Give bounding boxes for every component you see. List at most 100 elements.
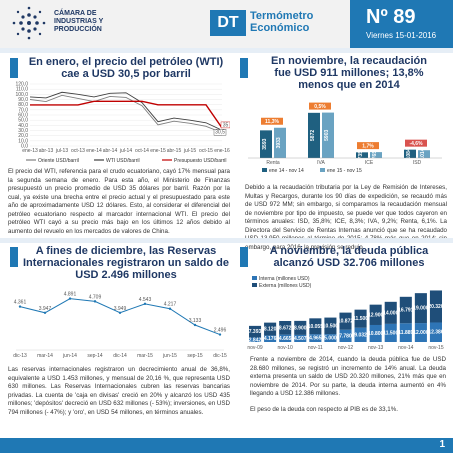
oil-legend-label: WTI USD/barril <box>106 158 140 164</box>
reserves-point <box>193 323 197 327</box>
reserves-title-line-2: Internacionales registraron un saldo de <box>23 257 229 269</box>
oil-annotation-wti: 30,5 <box>215 130 225 136</box>
tax-growth-label: 0,5% <box>314 104 326 110</box>
oil-title-line-2: cae a USD 30,5 por barril <box>61 68 191 80</box>
debt-bar-segment <box>264 322 277 336</box>
debt-paragraph-1: Frente a noviembre de 2014, cuando la de… <box>250 356 446 397</box>
debt-bar-segment <box>384 323 397 342</box>
debt-x-tick: nov-11 <box>308 345 323 351</box>
issue-box: Nº 89 Viernes 15-01-2016 <box>350 0 453 48</box>
oil-y-tick: 30,0 <box>18 128 28 134</box>
tax-bar <box>308 112 320 158</box>
debt-bar-segment <box>294 334 307 342</box>
oil-y-tick: 80,0 <box>18 102 28 108</box>
header-bar: CÁMARA DE INDUSTRIAS Y PRODUCCIÓN DT Ter… <box>0 0 453 48</box>
reserves-chart: 4.361 3.947 4.891 4.709 3.949 4.543 4.217 3.133… <box>13 292 227 359</box>
reserves-title: A fines de diciembre, las Reservas Inter… <box>22 245 230 281</box>
debt-bar-segment <box>414 293 427 324</box>
oil-legend-label: Presupuesto USD/barril <box>174 158 227 164</box>
reserves-point-label: 3.133 <box>189 318 202 324</box>
debt-x-tick: nov-10 <box>278 345 294 351</box>
reserves-x-tick: mar-15 <box>137 353 153 359</box>
reserves-x-tick: jun-14 <box>62 353 77 359</box>
oil-x-tick: jul-15 <box>183 148 196 154</box>
reserves-point <box>18 305 22 308</box>
reserves-point <box>218 333 222 336</box>
debt-legend-swatch <box>252 276 257 280</box>
tax-title-line-1: En noviembre, la recaudación <box>271 55 427 67</box>
oil-legend-label: Oriente USD/barril <box>38 158 79 164</box>
oil-annotation-budget: 35 <box>223 122 229 128</box>
debt-bar-segment <box>249 325 262 338</box>
oil-annotation-box <box>213 129 227 136</box>
debt-bar-segment <box>399 296 412 324</box>
debt-bar-value: 10.500 <box>323 323 339 329</box>
oil-y-tick: 20,0 <box>18 133 28 139</box>
debt-bar-segment <box>279 320 292 335</box>
debt-bar-segment <box>324 334 337 342</box>
reserves-x-tick: jun-15 <box>162 353 177 359</box>
debt-bar-value: 10.055 <box>308 324 324 330</box>
debt-bar-value: 7.393 <box>249 329 262 335</box>
oil-x-tick: ene-16 <box>214 148 230 154</box>
debt-bar-value: 8.120 <box>264 327 277 333</box>
oil-y-tick: 50,0 <box>18 118 28 124</box>
debt-x-tick: nov-15 <box>428 345 444 351</box>
reserves-point <box>168 307 172 310</box>
debt-bar-segment <box>369 324 382 342</box>
debt-bar-value: 4.507 <box>294 336 307 342</box>
reserves-accent <box>10 247 18 267</box>
reserves-point <box>43 311 47 314</box>
tax-legend-swatch <box>320 168 325 172</box>
tax-legend-label: ene 15 - nov 15 <box>327 168 362 174</box>
oil-x-tick: oct-13 <box>71 148 85 154</box>
reserves-point-label: 3.949 <box>114 306 127 312</box>
oil-y-tick: 40,0 <box>18 123 28 129</box>
org-line-1: CÁMARA DE <box>54 10 97 17</box>
debt-bar-value: 12.386 <box>428 330 444 336</box>
debt-x-tick: nov-09 <box>247 345 263 351</box>
debt-bar-value: 4.965 <box>309 336 322 342</box>
oil-x-tick: ene-14 <box>86 148 102 154</box>
reserves-point <box>68 297 72 300</box>
reserves-paragraph: Las reservas internacionales registraron… <box>8 366 230 416</box>
debt-bar-value: 12.900 <box>368 312 384 318</box>
reserves-point-label: 4.361 <box>14 300 27 306</box>
debt-accent <box>240 247 248 267</box>
oil-paragraph: El precio del WTI, referencia para el cr… <box>8 168 230 235</box>
tax-bar-value: 3593 <box>262 138 268 149</box>
reserves-point <box>93 300 97 303</box>
debt-title-line-1: A noviembre, la deuda pública <box>269 245 429 257</box>
oil-y-tick: 120,0 <box>15 82 28 88</box>
debt-bar-segment <box>399 323 412 342</box>
chamber-logo-icon <box>12 6 46 40</box>
tax-bar <box>370 152 382 158</box>
tax-bar <box>418 150 430 158</box>
debt-bar-value: 10.800 <box>368 331 384 337</box>
debt-title-line-2: alcanzó USD 32.706 millones <box>273 257 425 269</box>
debt-legend-label: Interna (millones USD) <box>259 276 310 282</box>
issue-date: Viernes 15-01-2016 <box>366 31 437 40</box>
reserves-point <box>118 311 122 314</box>
tax-bar <box>404 149 416 158</box>
tax-bar <box>260 130 272 158</box>
reserves-x-tick: sep-14 <box>87 353 103 359</box>
oil-x-tick: oct-14 <box>135 148 149 154</box>
tax-category-label: IVA <box>317 160 325 166</box>
tax-bar-value: 1014 <box>420 148 426 159</box>
debt-x-tick: nov-14 <box>398 345 414 351</box>
tax-bar <box>356 152 368 158</box>
tax-title-line-3: menos que en 2014 <box>298 79 400 91</box>
debt-bar-value: 8.672 <box>279 325 292 331</box>
tax-growth-badge <box>309 102 331 110</box>
oil-x-tick: jul-13 <box>55 148 68 154</box>
tax-growth-badge <box>357 142 379 150</box>
org-line-2: INDUSTRIAS Y <box>54 18 104 25</box>
debt-bar-segment <box>414 323 427 342</box>
reserves-line <box>19 298 221 336</box>
debt-bar-segment <box>264 335 277 342</box>
oil-y-tick: 60,0 <box>18 113 28 119</box>
reserves-point-label: 2.496 <box>214 328 227 334</box>
oil-title: En enero, el precio del petróleo (WTI) c… <box>22 56 230 80</box>
